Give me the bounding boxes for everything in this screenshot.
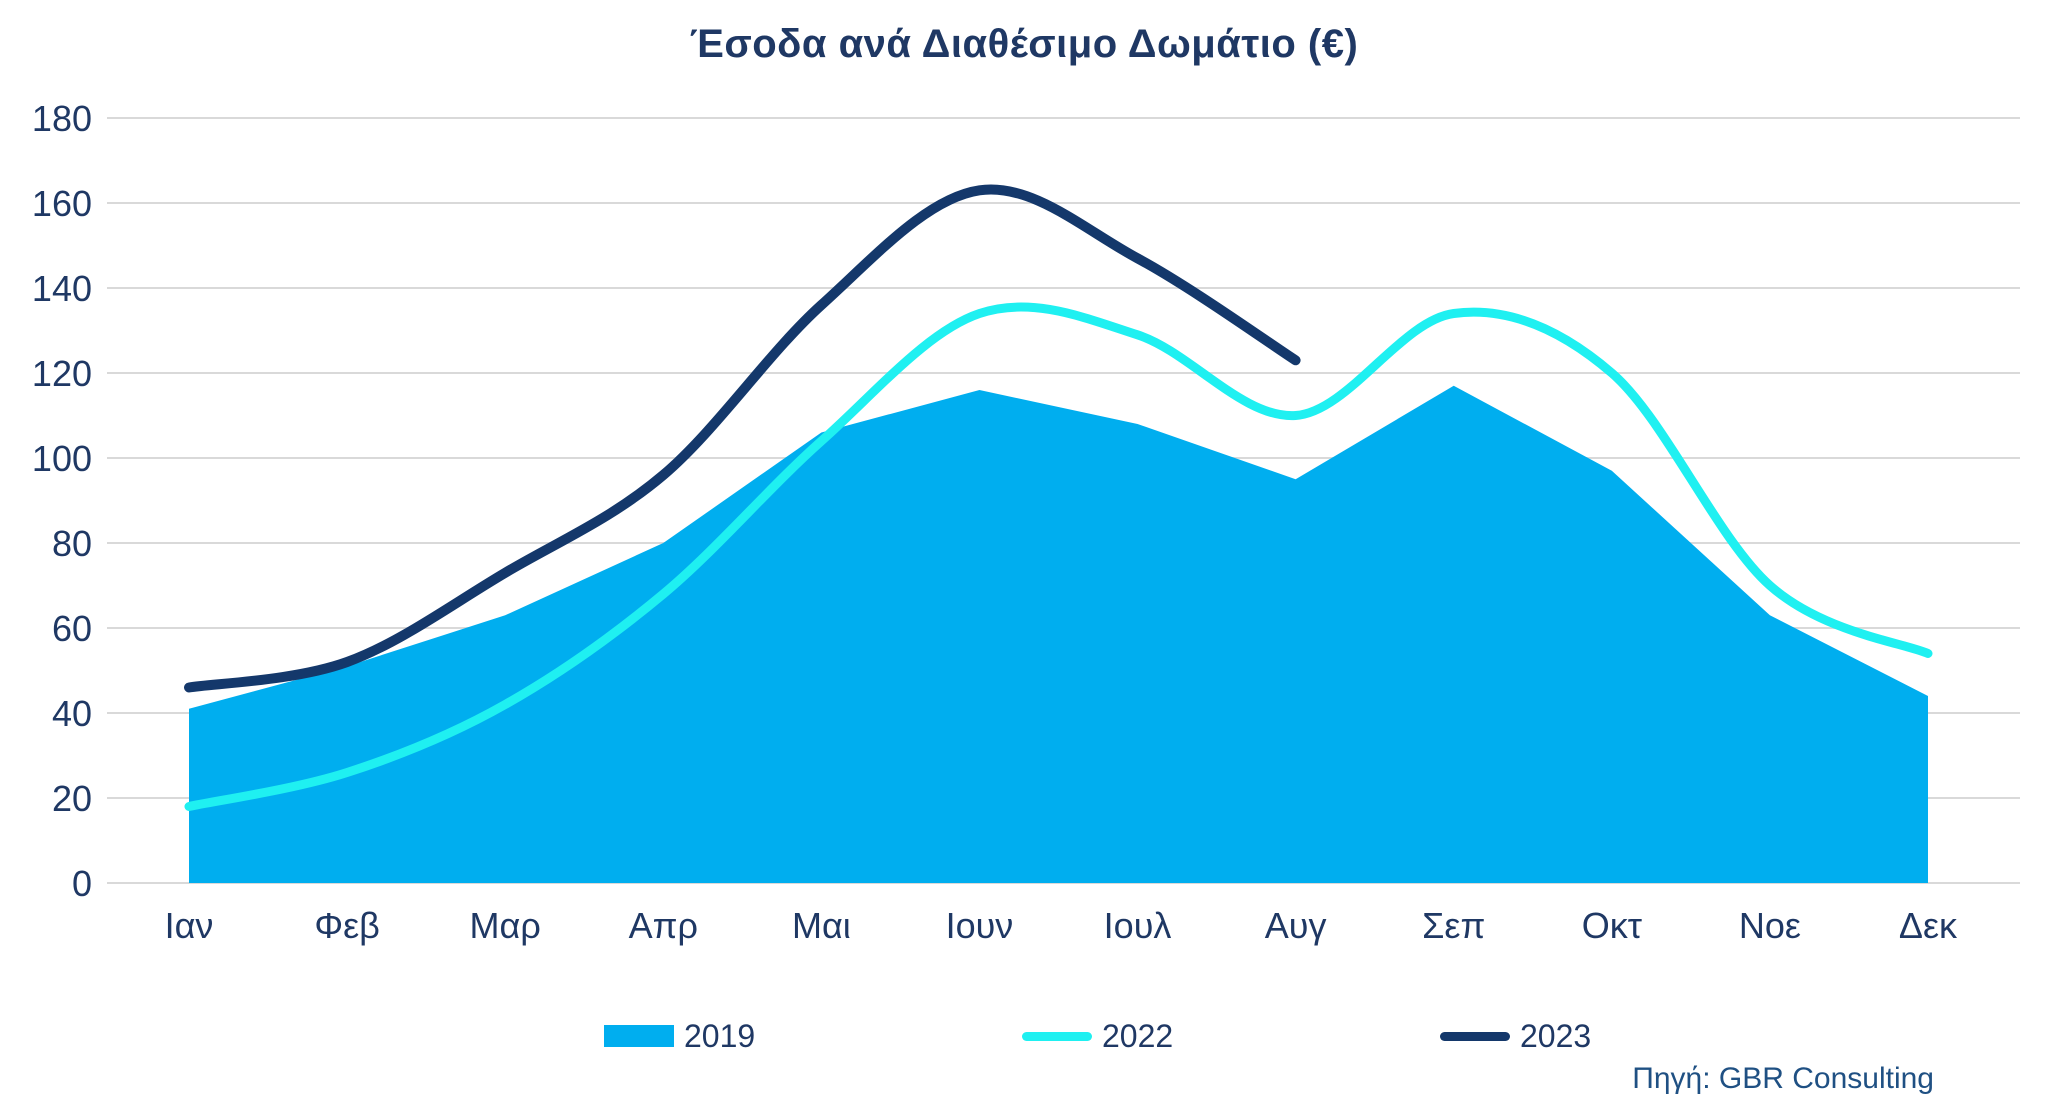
- legend-label-2019: 2019: [684, 1018, 756, 1054]
- y-axis-label-20: 20: [52, 778, 92, 819]
- x-axis-label-8: Αυγ: [1265, 905, 1327, 946]
- chart-title: Έσοδα ανά Διαθέσιμο Δωμάτιο (€): [689, 22, 1359, 66]
- x-axis-label-1: Ιαν: [165, 905, 214, 946]
- y-axis-label-60: 60: [52, 608, 92, 649]
- y-axis-label-120: 120: [32, 353, 92, 394]
- y-axis-label-140: 140: [32, 268, 92, 309]
- x-axis-label-11: Νοε: [1739, 905, 1801, 946]
- legend-swatch-2019: [604, 1025, 674, 1047]
- legend-label-2023: 2023: [1520, 1018, 1592, 1054]
- line-series-2023: [184, 184, 1301, 693]
- legend-item-2022: 2022: [1022, 1018, 1173, 1054]
- legend-swatch-2023: [1440, 1031, 1510, 1041]
- line-series-2022: [184, 302, 1933, 811]
- legend-swatch-2022: [1022, 1031, 1092, 1041]
- x-axis-label-9: Σεπ: [1422, 905, 1485, 946]
- y-axis-label-0: 0: [72, 863, 92, 904]
- source-text: Πηγή: GBR Consulting: [1632, 1062, 1934, 1095]
- legend-label-2022: 2022: [1102, 1018, 1174, 1054]
- x-axis-label-10: Οκτ: [1582, 905, 1642, 946]
- y-axis-label-180: 180: [32, 98, 92, 139]
- y-axis-label-40: 40: [52, 693, 92, 734]
- x-axis-label-4: Απρ: [629, 905, 698, 946]
- y-axis-label-80: 80: [52, 523, 92, 564]
- x-axis-label-6: Ιουν: [946, 905, 1014, 946]
- area-series-2019: [189, 385, 1928, 883]
- y-axis-label-160: 160: [32, 183, 92, 224]
- x-axis-label-3: Μαρ: [470, 905, 541, 946]
- x-axis-label-5: Μαι: [792, 905, 851, 946]
- legend-item-2019: 2019: [604, 1018, 755, 1054]
- x-axis-label-7: Ιουλ: [1104, 905, 1172, 946]
- x-axis-label-12: Δεκ: [1899, 905, 1958, 946]
- legend-item-2023: 2023: [1440, 1018, 1591, 1054]
- y-axis-label-100: 100: [32, 438, 92, 479]
- x-axis-label-2: Φεβ: [314, 905, 379, 946]
